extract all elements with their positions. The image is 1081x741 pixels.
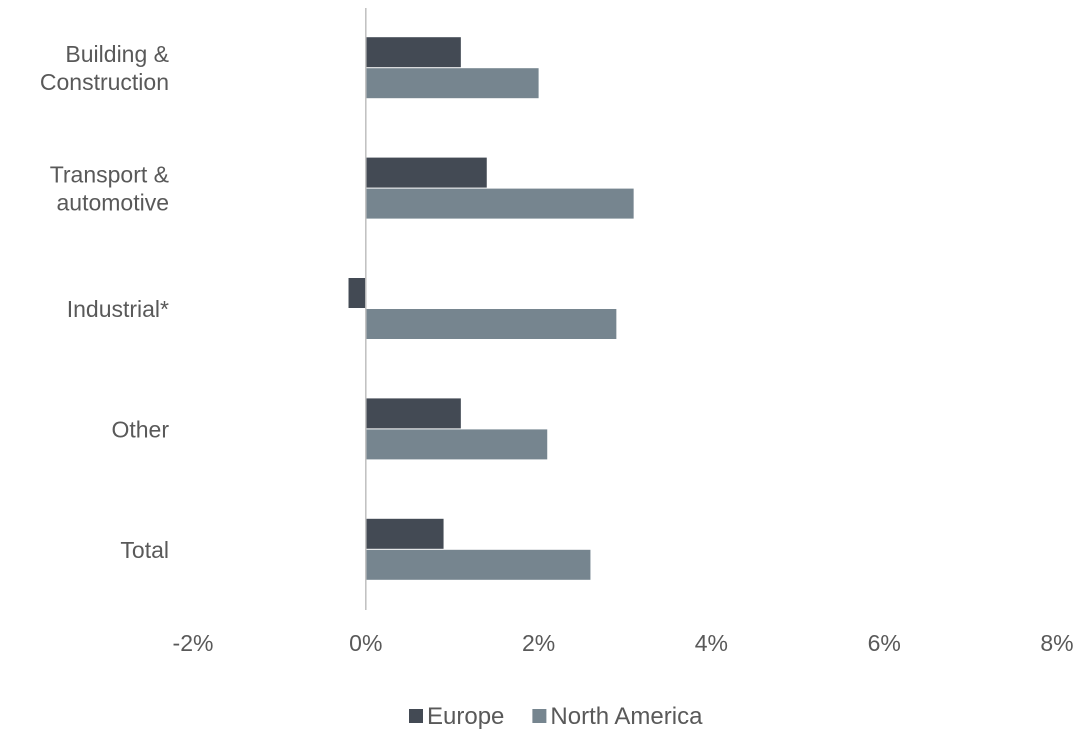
- bar-europe-industrial: [348, 278, 366, 308]
- x-tick-label: 2%: [522, 630, 555, 656]
- bar-north-america-transport-automotive: [365, 188, 634, 219]
- category-label: Building & Construction: [40, 41, 169, 95]
- legend-swatch-north-america: [532, 709, 547, 723]
- bar-north-america-other: [365, 429, 548, 460]
- x-tick-labels: -2% 0% 2% 4% 6% 8%: [173, 630, 1074, 656]
- bar-europe-other: [365, 398, 461, 429]
- category-label: Other: [111, 416, 169, 442]
- category-labels: Building & Construction Transport & automot…: [40, 41, 169, 563]
- bar-europe-total: [365, 518, 444, 549]
- bar-europe-transport-automotive: [365, 157, 487, 188]
- x-tick-label: -2%: [173, 630, 214, 656]
- legend: Europe North America: [409, 703, 703, 730]
- bar-north-america-total: [365, 549, 591, 580]
- legend-swatch-europe: [409, 709, 423, 723]
- bar-europe-building-construction: [365, 37, 461, 68]
- category-label: Total: [120, 537, 169, 563]
- category-label: Industrial*: [67, 296, 169, 322]
- x-tick-label: 8%: [1040, 630, 1073, 656]
- x-tick-label: 0%: [349, 630, 382, 656]
- bar-north-america-industrial: [365, 309, 617, 339]
- legend-label-north-america: North America: [550, 703, 703, 730]
- x-tick-label: 4%: [695, 630, 728, 656]
- category-label: Transport & automotive: [50, 162, 169, 216]
- bar-north-america-building-construction: [365, 68, 539, 99]
- legend-label-europe: Europe: [427, 703, 504, 730]
- x-tick-label: 6%: [868, 630, 901, 656]
- bars-group: [348, 37, 634, 580]
